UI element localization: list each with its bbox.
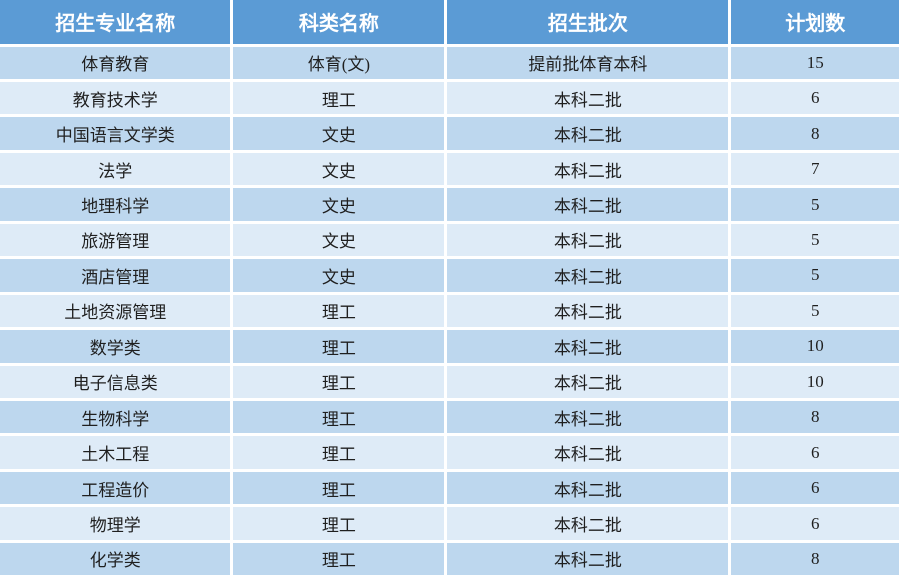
cell-major: 数学类 [0, 327, 234, 366]
cell-category: 文史 [230, 220, 448, 260]
table-row: 数学类 理工 本科二批 10 [0, 327, 899, 366]
table-row: 物理学 理工 本科二批 6 [0, 504, 899, 543]
cell-batch: 本科二批 [444, 256, 732, 295]
table-row: 土木工程 理工 本科二批 6 [0, 433, 899, 472]
cell-category: 文史 [230, 256, 448, 295]
cell-category: 理工 [230, 468, 448, 508]
table-row: 工程造价 理工 本科二批 6 [0, 468, 899, 508]
cell-category: 文史 [230, 114, 448, 153]
cell-batch: 本科二批 [444, 327, 732, 366]
cell-category: 理工 [230, 362, 448, 402]
cell-major: 中国语言文学类 [0, 114, 234, 153]
cell-plan: 5 [728, 256, 899, 295]
cell-category: 理工 [230, 433, 448, 472]
cell-batch: 本科二批 [444, 433, 732, 472]
cell-batch: 本科二批 [444, 149, 732, 189]
table-row: 体育教育 体育(文) 提前批体育本科 15 [0, 43, 899, 82]
cell-category: 理工 [230, 291, 448, 331]
cell-batch: 本科二批 [444, 362, 732, 402]
cell-major: 土地资源管理 [0, 291, 234, 331]
cell-major: 地理科学 [0, 185, 234, 224]
cell-batch: 提前批体育本科 [444, 43, 732, 82]
table-row: 土地资源管理 理工 本科二批 5 [0, 291, 899, 331]
cell-batch: 本科二批 [444, 78, 732, 118]
cell-batch: 本科二批 [444, 504, 732, 543]
column-header-major: 招生专业名称 [0, 0, 234, 47]
column-header-batch: 招生批次 [444, 0, 732, 47]
cell-major: 电子信息类 [0, 362, 234, 402]
cell-plan: 10 [728, 327, 899, 366]
cell-major: 化学类 [0, 539, 234, 575]
table-row: 化学类 理工 本科二批 8 [0, 539, 899, 575]
cell-category: 体育(文) [230, 43, 448, 82]
cell-plan: 6 [728, 468, 899, 508]
table-row: 教育技术学 理工 本科二批 6 [0, 78, 899, 118]
cell-plan: 15 [728, 43, 899, 82]
cell-major: 生物科学 [0, 398, 234, 437]
table-row: 电子信息类 理工 本科二批 10 [0, 362, 899, 402]
cell-batch: 本科二批 [444, 185, 732, 224]
cell-major: 土木工程 [0, 433, 234, 472]
cell-plan: 7 [728, 149, 899, 189]
cell-major: 酒店管理 [0, 256, 234, 295]
cell-category: 理工 [230, 327, 448, 366]
cell-plan: 5 [728, 220, 899, 260]
table-body: 体育教育 体育(文) 提前批体育本科 15 教育技术学 理工 本科二批 6 中国语言文学类 文史本… [0, 43, 899, 575]
cell-category: 理工 [230, 78, 448, 118]
cell-batch: 本科二批 [444, 398, 732, 437]
cell-plan: 10 [728, 362, 899, 402]
cell-batch: 本科二批 [444, 114, 732, 153]
cell-category: 文史 [230, 149, 448, 189]
cell-major: 旅游管理 [0, 220, 234, 260]
column-header-plan: 计划数 [728, 0, 899, 47]
cell-category: 文史 [230, 185, 448, 224]
table-row: 地理科学 文史 本科二批 5 [0, 185, 899, 224]
table-row: 中国语言文学类 文史 本科二批 8 [0, 114, 899, 153]
cell-plan: 6 [728, 78, 899, 118]
cell-batch: 本科二批 [444, 220, 732, 260]
cell-plan: 6 [728, 504, 899, 543]
cell-plan: 8 [728, 539, 899, 575]
cell-major: 物理学 [0, 504, 234, 543]
cell-batch: 本科二批 [444, 539, 732, 575]
cell-plan: 8 [728, 114, 899, 153]
cell-plan: 5 [728, 185, 899, 224]
table-row: 酒店管理 文史 本科二批 5 [0, 256, 899, 295]
cell-plan: 5 [728, 291, 899, 331]
cell-batch: 本科二批 [444, 468, 732, 508]
table-row: 生物科学 理工 本科二批 8 [0, 398, 899, 437]
table-row: 法学 文史 本科二批 7 [0, 149, 899, 189]
cell-major: 法学 [0, 149, 234, 189]
cell-batch: 本科二批 [444, 291, 732, 331]
cell-plan: 8 [728, 398, 899, 437]
cell-major: 体育教育 [0, 43, 234, 82]
cell-major: 教育技术学 [0, 78, 234, 118]
cell-category: 理工 [230, 398, 448, 437]
cell-category: 理工 [230, 504, 448, 543]
cell-plan: 6 [728, 433, 899, 472]
cell-major: 工程造价 [0, 468, 234, 508]
table-row: 旅游管理 文史 本科二批 5 [0, 220, 899, 260]
cell-category: 理工 [230, 539, 448, 575]
column-header-category: 科类名称 [230, 0, 448, 47]
table-header-row: 招生专业名称 科类名称 招生批次 计划数 [0, 0, 899, 47]
